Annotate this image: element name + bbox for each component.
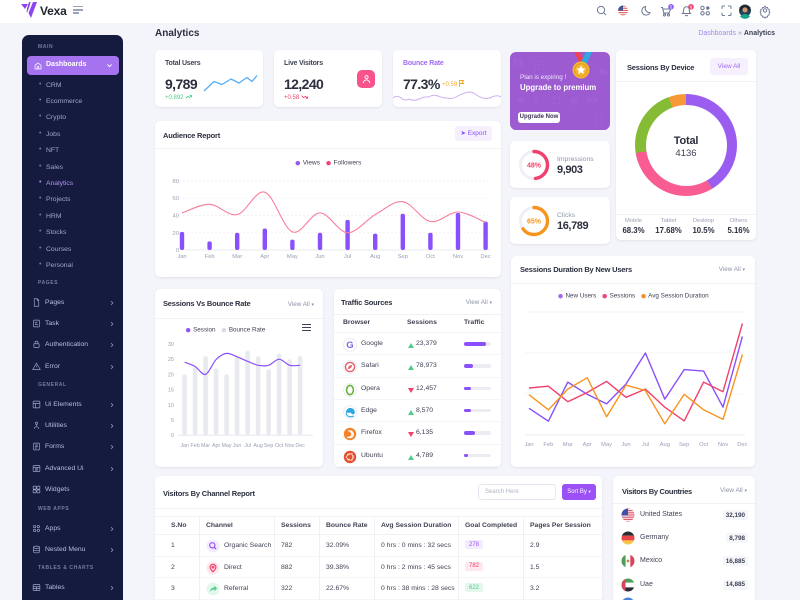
svg-text:Jan: Jan xyxy=(177,254,186,260)
svg-text:5: 5 xyxy=(670,4,673,9)
svg-text:Jun: Jun xyxy=(621,442,630,448)
svg-text:Jan: Jan xyxy=(180,443,189,449)
svg-text:G: G xyxy=(346,340,353,351)
svg-text:Nov: Nov xyxy=(718,442,728,448)
svg-text:Dec: Dec xyxy=(295,443,305,449)
svg-text:Jul: Jul xyxy=(344,254,351,260)
svg-text:15: 15 xyxy=(168,388,174,394)
svg-text:Aug: Aug xyxy=(660,442,670,448)
svg-text:May: May xyxy=(287,254,298,260)
svg-text:Feb: Feb xyxy=(191,443,200,449)
svg-text:Jan: Jan xyxy=(524,442,533,448)
svg-text:Feb: Feb xyxy=(543,442,553,448)
svg-text:Aug: Aug xyxy=(253,443,262,449)
svg-text:Jul: Jul xyxy=(642,442,649,448)
svg-text:40: 40 xyxy=(173,214,179,220)
svg-text:Mar: Mar xyxy=(563,442,573,448)
svg-text:Apr: Apr xyxy=(583,442,592,448)
svg-text:Sep: Sep xyxy=(679,442,689,448)
svg-text:60: 60 xyxy=(173,196,179,202)
svg-text:Oct: Oct xyxy=(426,254,435,260)
svg-text:Apr: Apr xyxy=(260,254,269,260)
svg-text:65%: 65% xyxy=(527,219,542,226)
svg-text:Sep: Sep xyxy=(264,443,273,449)
svg-text:Jun: Jun xyxy=(233,443,242,449)
svg-text:Mar: Mar xyxy=(232,254,242,260)
svg-text:6: 6 xyxy=(690,4,693,9)
svg-text:May: May xyxy=(601,442,612,448)
svg-text:0: 0 xyxy=(176,248,179,254)
svg-text:Feb: Feb xyxy=(205,254,215,260)
svg-text:25: 25 xyxy=(168,357,174,363)
svg-text:80: 80 xyxy=(173,179,179,185)
svg-text:Dec: Dec xyxy=(480,254,490,260)
svg-text:Jun: Jun xyxy=(315,254,324,260)
svg-text:Dec: Dec xyxy=(737,442,747,448)
svg-text:5: 5 xyxy=(171,418,174,424)
svg-text:Nov: Nov xyxy=(285,443,295,449)
svg-text:Jul: Jul xyxy=(244,443,251,449)
svg-text:Apr: Apr xyxy=(212,443,220,449)
svg-text:Nov: Nov xyxy=(453,254,463,260)
svg-text:0: 0 xyxy=(171,433,174,439)
svg-text:Aug: Aug xyxy=(370,254,380,260)
svg-text:Oct: Oct xyxy=(699,442,708,448)
svg-text:10: 10 xyxy=(168,403,174,409)
svg-text:30: 30 xyxy=(168,342,174,348)
svg-text:48%: 48% xyxy=(527,163,542,170)
svg-text:May: May xyxy=(222,443,232,449)
svg-text:20: 20 xyxy=(168,372,174,378)
svg-text:Oct: Oct xyxy=(275,443,284,449)
svg-text:Sep: Sep xyxy=(398,254,408,260)
svg-text:Mar: Mar xyxy=(201,443,210,449)
svg-text:20: 20 xyxy=(173,231,179,237)
